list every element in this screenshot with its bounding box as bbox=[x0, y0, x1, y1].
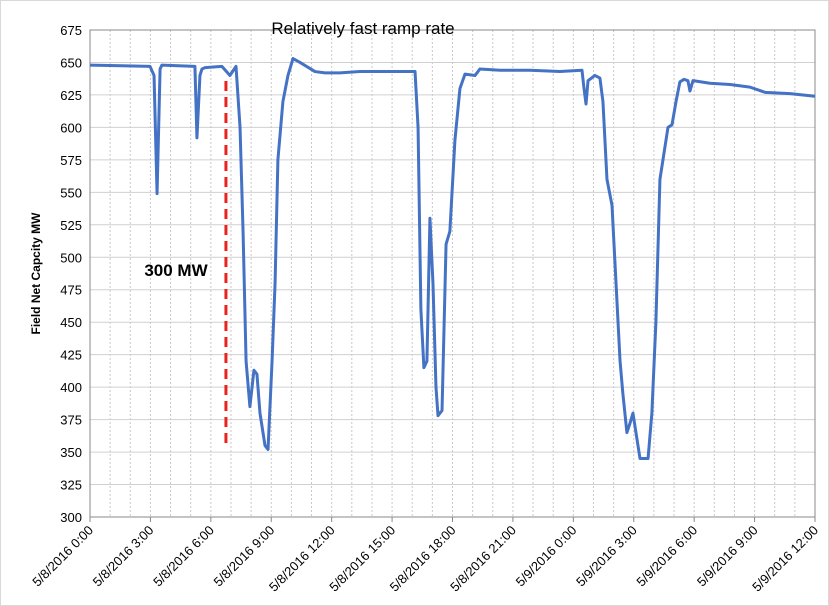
y-tick-label: 300 bbox=[60, 510, 82, 525]
y-tick-label: 375 bbox=[60, 413, 82, 428]
y-tick-label: 650 bbox=[60, 55, 82, 70]
y-tick-label: 675 bbox=[60, 23, 82, 38]
y-axis-label: Field Net Capcity MW bbox=[29, 212, 43, 335]
y-tick-label: 325 bbox=[60, 478, 82, 493]
y-tick-label: 500 bbox=[60, 250, 82, 265]
y-tick-label: 600 bbox=[60, 120, 82, 135]
y-tick-label: 350 bbox=[60, 445, 82, 460]
y-tick-label: 450 bbox=[60, 315, 82, 330]
annotation: Relatively fast ramp rate bbox=[271, 19, 454, 38]
plot-area bbox=[89, 29, 816, 518]
y-tick-label: 425 bbox=[60, 348, 82, 363]
y-tick-label: 400 bbox=[60, 380, 82, 395]
data-line bbox=[89, 57, 816, 461]
y-tick-label: 475 bbox=[60, 283, 82, 298]
annotation: 300 MW bbox=[144, 261, 208, 280]
y-tick-label: 625 bbox=[60, 88, 82, 103]
y-tick-label: 525 bbox=[60, 218, 82, 233]
y-tick-label: 575 bbox=[60, 153, 82, 168]
y-tick-label: 550 bbox=[60, 185, 82, 200]
